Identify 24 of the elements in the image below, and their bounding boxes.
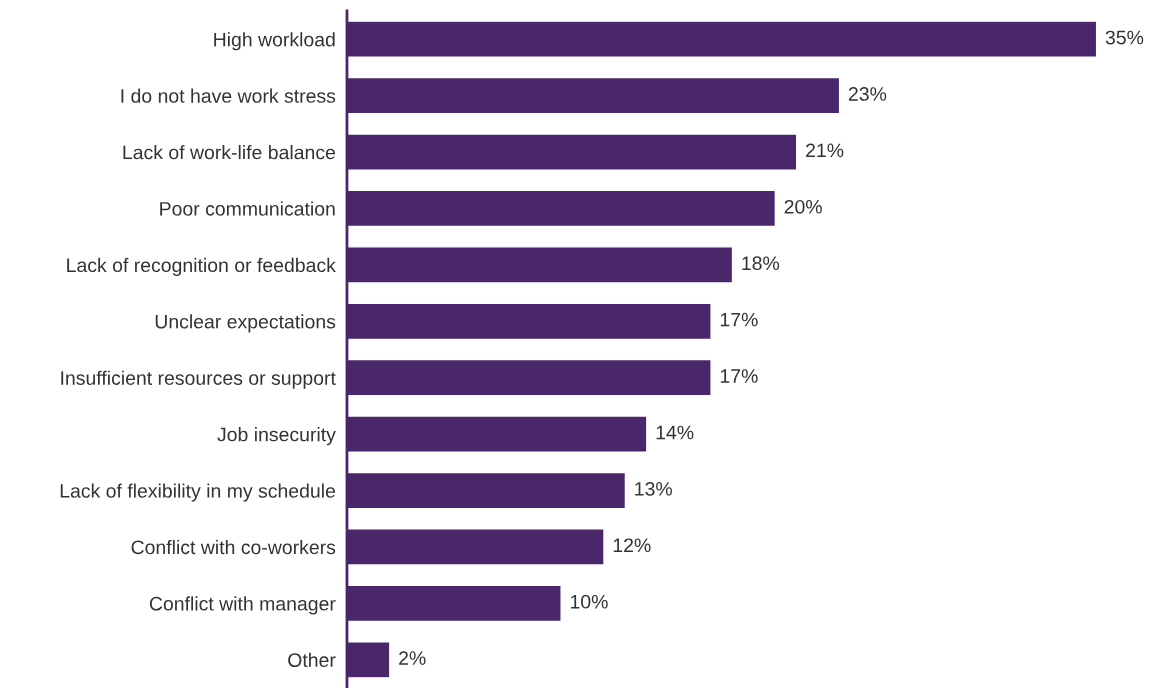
y-tick-label: Unclear expectations	[155, 314, 336, 333]
y-tick-label: Lack of flexibility in my schedule	[60, 483, 336, 502]
y-tick-label: Lack of recognition or feedback	[67, 257, 336, 276]
data-label: 21%	[806, 143, 844, 158]
y-tick-label: Job insecurity	[217, 427, 336, 446]
data-label: 35%	[1105, 30, 1144, 45]
y-tick-label: Poor communication	[160, 201, 335, 216]
data-label: 17%	[720, 312, 758, 327]
data-label: 14%	[656, 425, 694, 440]
data-label: 17%	[720, 369, 758, 383]
y-tick-label: High workload	[214, 32, 335, 51]
data-label: 10%	[570, 594, 608, 609]
y-tick-label: Insufficient resources or support	[61, 370, 336, 389]
data-label: 20%	[784, 199, 822, 214]
y-tick-label: Other	[288, 652, 336, 668]
y-tick-label: Conflict with manager	[149, 596, 336, 615]
y-tick-label: Lack of work-life balance	[123, 145, 336, 160]
data-label: 23%	[848, 87, 887, 101]
data-label: 12%	[613, 538, 651, 553]
data-label: 13%	[635, 481, 672, 496]
data-label: 18%	[742, 256, 780, 271]
y-tick-label: Conflict with co-workers	[131, 539, 336, 555]
y-tick-label: I do not have work stress	[121, 88, 336, 103]
data-label: 2%	[399, 651, 426, 665]
